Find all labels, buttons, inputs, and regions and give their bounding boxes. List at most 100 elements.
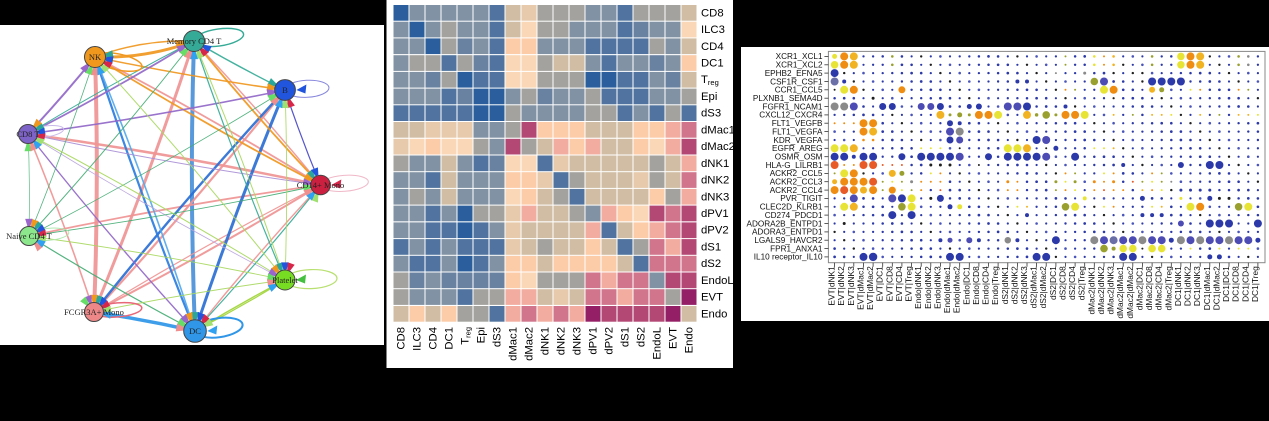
svg-text:Endo|dNK1: Endo|dNK1 <box>913 266 923 309</box>
svg-text:dPV2: dPV2 <box>604 327 616 355</box>
svg-text:IL10 receptor_IL10: IL10 receptor_IL10 <box>754 253 823 262</box>
svg-text:dS2|dNK1: dS2|dNK1 <box>1000 266 1010 304</box>
svg-text:Endo|DC1: Endo|DC1 <box>961 266 971 305</box>
svg-text:CXCL12_CXCR4: CXCL12_CXCR4 <box>759 111 823 120</box>
svg-text:EVT|dNK2: EVT|dNK2 <box>836 266 846 306</box>
svg-text:Endo: Endo <box>701 308 727 320</box>
svg-text:dPV1: dPV1 <box>701 208 729 220</box>
svg-text:DC1: DC1 <box>701 58 724 70</box>
svg-text:PVR_TIGIT: PVR_TIGIT <box>780 194 822 203</box>
svg-text:dS1: dS1 <box>701 241 721 253</box>
svg-text:dS2|DC1: dS2|DC1 <box>1048 266 1058 300</box>
svg-text:dNK1: dNK1 <box>540 327 552 355</box>
svg-text:dMac2|DC1: dMac2|DC1 <box>1134 266 1144 310</box>
svg-text:PLXNB1_SEMA4D: PLXNB1_SEMA4D <box>753 94 823 103</box>
svg-text:ACKR2_CCL4: ACKR2_CCL4 <box>770 186 823 195</box>
svg-text:dMac1: dMac1 <box>701 124 735 136</box>
svg-text:Endo|dMac1: Endo|dMac1 <box>942 266 952 313</box>
svg-text:DC1|dNK3: DC1|dNK3 <box>1192 266 1202 306</box>
svg-text:dMac2|dMac2: dMac2|dMac2 <box>1125 266 1135 319</box>
svg-text:dNK2: dNK2 <box>701 175 729 187</box>
svg-text:B: B <box>282 85 288 95</box>
svg-text:Endo: Endo <box>684 327 696 353</box>
svg-text:ILC3: ILC3 <box>701 24 725 36</box>
svg-text:EVT|CD4: EVT|CD4 <box>894 266 904 302</box>
svg-text:Endo|CD8: Endo|CD8 <box>971 266 981 305</box>
svg-text:HLA-G_LILRB1: HLA-G_LILRB1 <box>766 161 823 170</box>
svg-text:CD274_PDCD1: CD274_PDCD1 <box>765 211 823 220</box>
svg-text:EVT|dMac2: EVT|dMac2 <box>865 266 875 310</box>
svg-text:Endo|CD4: Endo|CD4 <box>981 266 991 305</box>
svg-text:dS3: dS3 <box>701 108 721 120</box>
svg-text:EndoL: EndoL <box>652 327 664 360</box>
svg-text:CSF1R_CSF1: CSF1R_CSF1 <box>770 77 823 86</box>
svg-text:Endo|dNK3: Endo|dNK3 <box>932 266 942 309</box>
svg-text:dS2: dS2 <box>636 327 648 347</box>
svg-text:Platelet: Platelet <box>272 275 298 285</box>
svg-text:OSMR_OSM: OSMR_OSM <box>775 153 823 162</box>
svg-text:Endo|dMac2: Endo|dMac2 <box>952 266 962 313</box>
svg-text:CD8 T: CD8 T <box>16 129 40 139</box>
svg-text:DC1|Treg: DC1|Treg <box>1250 266 1260 302</box>
svg-text:EVT|dMac1: EVT|dMac1 <box>856 266 866 310</box>
svg-text:KDR_VEGFA: KDR_VEGFA <box>773 136 823 145</box>
svg-text:Treg: Treg <box>460 327 473 345</box>
svg-text:XCR1_XCL1: XCR1_XCL1 <box>776 52 823 61</box>
svg-text:EVT|Treg: EVT|Treg <box>904 266 914 302</box>
svg-text:ADORA3_ENTPD1: ADORA3_ENTPD1 <box>752 228 823 237</box>
svg-text:dS2|dMac1: dS2|dMac1 <box>1029 266 1039 309</box>
svg-text:EndoL: EndoL <box>701 275 734 287</box>
svg-text:DC1|dMac2: DC1|dMac2 <box>1211 266 1221 310</box>
svg-text:dMac2|CD4: dMac2|CD4 <box>1154 266 1164 310</box>
svg-text:CD8: CD8 <box>701 7 724 19</box>
svg-text:dMac1: dMac1 <box>508 327 520 361</box>
svg-text:CD8: CD8 <box>396 327 408 350</box>
svg-text:FLT1_VEGFA: FLT1_VEGFA <box>772 127 823 136</box>
svg-text:dNK1: dNK1 <box>701 158 729 170</box>
svg-text:dS2|CD8: dS2|CD8 <box>1058 266 1068 300</box>
svg-text:dPV1: dPV1 <box>588 327 600 355</box>
svg-text:NK: NK <box>89 52 102 62</box>
svg-text:Endo|dNK2: Endo|dNK2 <box>923 266 933 309</box>
svg-text:DC: DC <box>189 326 201 336</box>
svg-text:dS2|dMac2: dS2|dMac2 <box>1038 266 1048 309</box>
svg-text:ILC3: ILC3 <box>412 327 424 351</box>
svg-text:Naive CD4 T: Naive CD4 T <box>6 231 52 241</box>
svg-text:dMac2|dMac1: dMac2|dMac1 <box>1115 266 1125 319</box>
svg-text:dS2|CD4: dS2|CD4 <box>1067 266 1077 300</box>
svg-text:dMac2|dNK3: dMac2|dNK3 <box>1106 266 1116 315</box>
svg-text:DC1|dMac1: DC1|dMac1 <box>1202 266 1212 310</box>
svg-text:dMac2|dNK2: dMac2|dNK2 <box>1096 266 1106 315</box>
svg-text:EVT|CD8: EVT|CD8 <box>884 266 894 302</box>
svg-text:ACKR2_CCL5: ACKR2_CCL5 <box>770 169 823 178</box>
svg-text:DC1|CD4: DC1|CD4 <box>1240 266 1250 302</box>
svg-text:dS1: dS1 <box>620 327 632 347</box>
svg-text:CD4: CD4 <box>428 327 440 350</box>
svg-text:EPHB2_EFNA5: EPHB2_EFNA5 <box>765 69 823 78</box>
svg-text:Endo|Treg: Endo|Treg <box>990 266 1000 305</box>
svg-text:EVT|dNK1: EVT|dNK1 <box>827 266 837 306</box>
svg-text:dS2: dS2 <box>701 258 721 270</box>
svg-text:dS3: dS3 <box>492 327 504 347</box>
svg-text:ADORA2B_ENTPD1: ADORA2B_ENTPD1 <box>747 219 823 228</box>
svg-text:DC1|dNK2: DC1|dNK2 <box>1183 266 1193 306</box>
svg-text:dS2|dNK2: dS2|dNK2 <box>1009 266 1019 304</box>
svg-text:ACKR2_CCL3: ACKR2_CCL3 <box>770 178 823 187</box>
svg-text:CD4: CD4 <box>701 41 724 53</box>
svg-text:dNK3: dNK3 <box>701 191 729 203</box>
svg-text:Memory CD4 T: Memory CD4 T <box>167 36 222 46</box>
svg-text:EVT: EVT <box>701 292 723 304</box>
svg-text:FCGR3A+ Mono: FCGR3A+ Mono <box>64 307 124 317</box>
svg-text:DC1|dNK1: DC1|dNK1 <box>1173 266 1183 306</box>
svg-text:EVT|DC1: EVT|DC1 <box>875 266 885 302</box>
svg-text:dPV2: dPV2 <box>701 225 729 237</box>
svg-text:LGALS9_HAVCR2: LGALS9_HAVCR2 <box>754 236 823 245</box>
svg-text:EGFR_AREG: EGFR_AREG <box>772 144 823 153</box>
svg-text:FPR1_ANXA1: FPR1_ANXA1 <box>770 244 823 253</box>
svg-text:DC1|DC1: DC1|DC1 <box>1221 266 1231 302</box>
svg-text:dMac2: dMac2 <box>701 141 735 153</box>
svg-text:Treg: Treg <box>701 74 719 87</box>
svg-text:XCR1_XCL2: XCR1_XCL2 <box>776 61 823 70</box>
svg-text:dMac2: dMac2 <box>524 327 536 361</box>
svg-text:dMac2|dNK1: dMac2|dNK1 <box>1086 266 1096 315</box>
